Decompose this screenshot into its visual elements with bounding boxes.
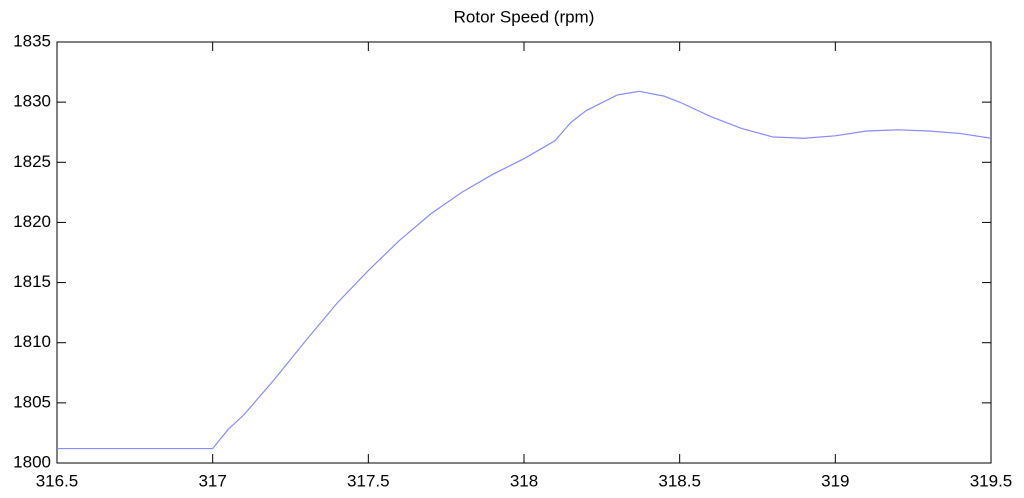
- x-tick-label: 319: [821, 471, 849, 490]
- x-tick-label: 318: [510, 471, 538, 490]
- y-tick-label: 1820: [13, 212, 51, 231]
- chart-title: Rotor Speed (rpm): [454, 7, 595, 26]
- y-tick-label: 1810: [13, 332, 51, 351]
- y-tick-label: 1835: [13, 31, 51, 50]
- y-tick-label: 1825: [13, 152, 51, 171]
- x-tick-label: 317: [198, 471, 226, 490]
- y-tick-label: 1800: [13, 452, 51, 471]
- line: [57, 90, 992, 450]
- y-tick-label: 1805: [13, 392, 51, 411]
- y-tick-label: 1830: [13, 92, 51, 111]
- y-tick-label: 1815: [13, 272, 51, 291]
- plot-box: [56, 41, 992, 464]
- x-tick-label: 317.5: [347, 471, 390, 490]
- x-tick-label: 319.5: [970, 471, 1013, 490]
- x-tick-label: 318.5: [658, 471, 701, 490]
- x-tick-label: 316.5: [36, 471, 79, 490]
